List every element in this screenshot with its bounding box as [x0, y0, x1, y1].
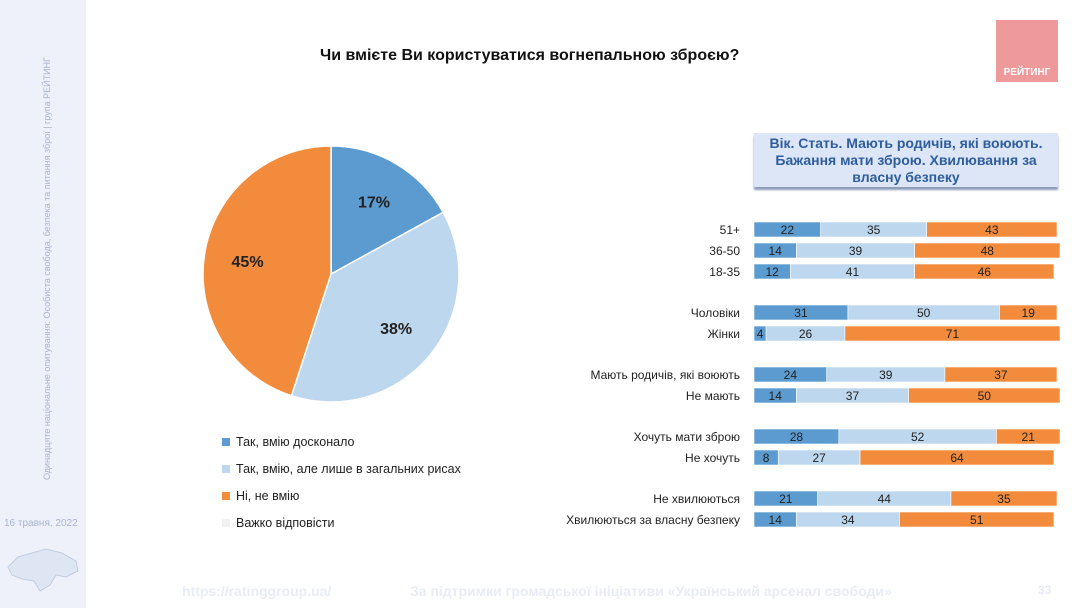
bar-value-label: 12 [766, 265, 780, 279]
bar-category-label: Чоловіки [691, 306, 740, 320]
bar-value-label: 64 [950, 451, 964, 465]
bar-value-label: 37 [846, 389, 860, 403]
bar-value-label: 39 [879, 368, 893, 382]
survey-name: Одинадцяте національне опитування: Особи… [42, 57, 52, 480]
pie-legend: Так, вмію досконало Так, вмію, але лише … [222, 428, 461, 536]
bar-value-label: 19 [1022, 306, 1036, 320]
bar-segment [999, 304, 1058, 321]
legend-item: Важко відповісти [222, 509, 461, 536]
bar-value-label: 52 [911, 430, 925, 444]
bar-value-label: 4 [757, 327, 764, 341]
survey-date: 16 травня, 2022 [4, 518, 78, 529]
legend-label: Важко відповісти [236, 515, 335, 530]
legend-label: Так, вмію досконало [236, 434, 355, 449]
bar-segment [899, 511, 1055, 528]
footer-url[interactable]: https://ratinggroup.ua/ [182, 583, 332, 599]
bar-value-label: 46 [978, 265, 992, 279]
bar-category-label: Не хвилюються [653, 492, 740, 506]
pie-label: 17% [358, 194, 390, 211]
pie-label: 38% [380, 321, 412, 338]
bar-category-label: 18-35 [709, 265, 740, 279]
bar-segment [914, 263, 1055, 280]
bar-value-label: 14 [769, 513, 783, 527]
legend-label: Ні, не вмію [236, 488, 300, 503]
legend-item: Так, вмію, але лише в загальних рисах [222, 455, 461, 482]
bar-value-label: 37 [994, 368, 1008, 382]
bar-segment [908, 387, 1061, 404]
bar-value-label: 22 [781, 223, 795, 237]
bar-value-label: 8 [763, 451, 770, 465]
bar-category-label: Хочуть мати зброю [634, 430, 740, 444]
legend-swatch [222, 518, 230, 527]
bar-segment [996, 428, 1061, 445]
pie-slice [290, 211, 460, 403]
bar-value-label: 35 [867, 223, 881, 237]
bar-segment [926, 221, 1058, 238]
bar-value-label: 14 [769, 389, 783, 403]
bar-category-label: 51+ [720, 223, 740, 237]
bar-category-label: Жінки [708, 327, 740, 341]
bar-value-label: 48 [981, 244, 995, 258]
bar-value-label: 39 [849, 244, 863, 258]
sidebar: Одинадцяте національне опитування: Особи… [0, 0, 86, 608]
bar-value-label: 24 [784, 368, 798, 382]
bar-value-label: 51 [970, 513, 984, 527]
bar-value-label: 26 [799, 327, 813, 341]
bar-segment [944, 366, 1058, 383]
rating-logo: РЕЙТИНГ [996, 20, 1058, 82]
bar-value-label: 50 [978, 389, 992, 403]
bar-value-label: 35 [997, 492, 1011, 506]
legend-label: Так, вмію, але лише в загальних рисах [236, 461, 461, 476]
pie-label: 45% [232, 254, 264, 271]
bar-category-label: Мають родичів, які воюють [590, 368, 740, 382]
bar-segment [859, 449, 1055, 466]
pie-chart: 17% 38% 45% [202, 145, 460, 403]
bar-value-label: 71 [946, 327, 960, 341]
bar-category-label: Не хочуть [685, 451, 740, 465]
bar-segment [914, 242, 1061, 259]
page-number: 33 [1038, 583, 1052, 597]
bar-segment [950, 490, 1058, 507]
bar-value-label: 44 [878, 492, 892, 506]
legend-item: Ні, не вмію [222, 482, 461, 509]
bar-value-label: 27 [812, 451, 826, 465]
legend-swatch [222, 464, 230, 473]
legend-item: Так, вмію досконало [222, 428, 461, 455]
bar-value-label: 41 [846, 265, 860, 279]
legend-swatch [222, 491, 230, 500]
bar-value-label: 14 [769, 244, 783, 258]
bar-value-label: 21 [1022, 430, 1036, 444]
bar-chart-subtitle: Вік. Стать. Мають родичів, які воюють. Б… [754, 133, 1058, 187]
page-title: Чи вмієте Ви користуватися вогнепальною … [320, 47, 740, 64]
bar-value-label: 50 [917, 306, 931, 320]
legend-swatch [222, 437, 230, 446]
bar-value-label: 34 [841, 513, 855, 527]
footer-support: За підтримки громадської ініціативи «Укр… [410, 583, 892, 599]
ukraine-map-icon [7, 548, 79, 592]
bar-category-label: Не мають [686, 389, 740, 403]
bar-value-label: 43 [985, 223, 999, 237]
bar-segment [844, 325, 1061, 342]
bar-category-label: Хвилюються за власну безпеку [566, 513, 740, 527]
pie-slice [330, 145, 445, 276]
bar-value-label: 21 [779, 492, 793, 506]
bar-value-label: 31 [794, 306, 808, 320]
bar-category-label: 36-50 [709, 244, 740, 258]
bar-value-label: 28 [790, 430, 804, 444]
pie-slice [202, 145, 332, 397]
